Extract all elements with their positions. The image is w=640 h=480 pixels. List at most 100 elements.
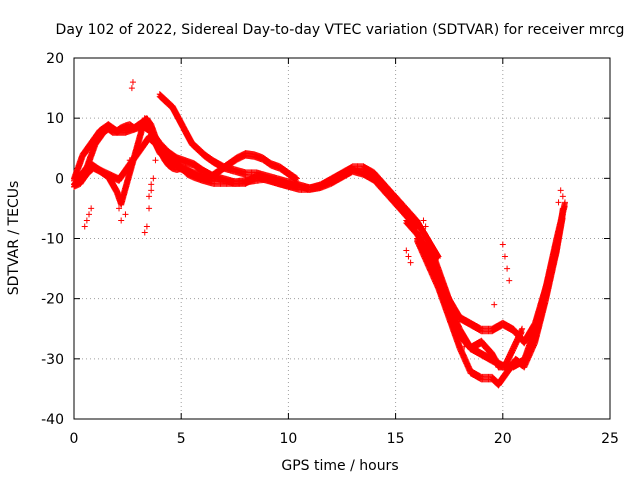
data-point: [285, 169, 300, 184]
data-point: [118, 217, 125, 224]
data-point: [371, 175, 388, 196]
data-point: [71, 164, 81, 184]
data-point: [274, 175, 291, 187]
data-point: [317, 175, 334, 190]
data-point: [553, 206, 566, 257]
data-point: [339, 163, 355, 178]
data-point: [188, 169, 201, 181]
data-point: [182, 166, 194, 178]
data-point: [424, 235, 442, 273]
chart-title: Day 102 of 2022, Sidereal Day-to-day VTE…: [56, 22, 625, 38]
data-point: [88, 140, 99, 160]
data-point: [446, 295, 463, 322]
data-point: [165, 148, 179, 163]
data-point: [510, 326, 525, 353]
data-point: [504, 265, 511, 272]
data-point: [116, 205, 123, 212]
data-point: [127, 157, 134, 164]
data-point: [143, 223, 150, 230]
data-point: [122, 211, 129, 218]
data-point: [83, 217, 90, 224]
data-point: [555, 199, 562, 206]
data-point: [531, 284, 549, 329]
data-point: [420, 217, 427, 224]
data-point: [542, 248, 560, 305]
data-point: [188, 139, 201, 153]
data-point: [263, 172, 280, 184]
data-point: [403, 247, 410, 254]
data-point: [392, 193, 409, 214]
x-tick-label: 10: [279, 431, 297, 447]
data-point: [156, 148, 169, 163]
series-track-h: [414, 205, 566, 389]
data-point: [414, 217, 431, 243]
data-point: [403, 217, 420, 238]
data-point: [414, 229, 431, 256]
data-point: [163, 97, 175, 111]
data-point: [392, 199, 409, 220]
x-tick-label: 15: [387, 431, 405, 447]
data-point: [467, 367, 484, 382]
data-point: [403, 205, 420, 226]
data-point: [259, 154, 274, 169]
data-point: [128, 85, 135, 92]
data-point: [414, 235, 431, 267]
data-point: [146, 193, 153, 200]
data-point: [152, 157, 159, 164]
y-tick-label: -30: [41, 352, 64, 368]
data-point: [163, 154, 175, 166]
series-scattered-points: [81, 79, 566, 350]
data-point: [210, 157, 227, 172]
data-point: [118, 116, 148, 208]
data-point: [96, 166, 111, 181]
data-marks: [71, 79, 568, 389]
y-axis-label: SDTVAR / TECUs: [6, 181, 22, 296]
series-track-e: [156, 91, 303, 190]
data-point: [169, 157, 182, 172]
data-point: [456, 325, 474, 352]
data-point: [88, 205, 95, 212]
data-point: [531, 296, 549, 347]
data-point: [293, 175, 300, 182]
data-point: [105, 172, 120, 195]
data-point: [467, 319, 484, 334]
data-point: [491, 301, 498, 308]
data-point: [199, 166, 216, 181]
data-point: [461, 343, 468, 350]
y-tick-label: -20: [41, 292, 64, 308]
data-point: [203, 175, 210, 182]
data-point: [148, 181, 155, 188]
data-point: [276, 163, 291, 178]
x-tick-label: 0: [70, 431, 79, 447]
data-point: [221, 163, 237, 175]
data-point: [446, 301, 463, 334]
data-point: [446, 313, 463, 352]
data-point: [148, 187, 155, 194]
y-tick-label: 0: [55, 171, 64, 187]
x-tick-label: 20: [494, 431, 512, 447]
data-point: [501, 253, 508, 260]
data-point: [285, 178, 302, 190]
data-point: [150, 175, 157, 182]
data-point: [306, 181, 323, 193]
data-point: [141, 229, 148, 236]
data-point: [253, 169, 269, 181]
data-point: [381, 181, 398, 202]
x-axis-label: GPS time / hours: [281, 458, 398, 474]
data-point: [146, 205, 153, 212]
data-point: [381, 187, 398, 208]
data-point: [195, 145, 207, 160]
y-tick-label: -10: [41, 232, 64, 248]
data-point: [371, 169, 388, 189]
data-point: [88, 160, 102, 175]
y-tick-label: 10: [46, 111, 64, 127]
data-point: [519, 325, 526, 332]
data-point: [521, 338, 538, 371]
data-point: [557, 187, 564, 194]
data-point: [176, 163, 188, 175]
axis-ticks: 0 5 10 15 20 25 -40 -30 -20 -10 0 10 20: [41, 51, 619, 447]
data-point: [559, 193, 566, 200]
data-point: [156, 91, 169, 105]
data-point: [129, 79, 136, 86]
